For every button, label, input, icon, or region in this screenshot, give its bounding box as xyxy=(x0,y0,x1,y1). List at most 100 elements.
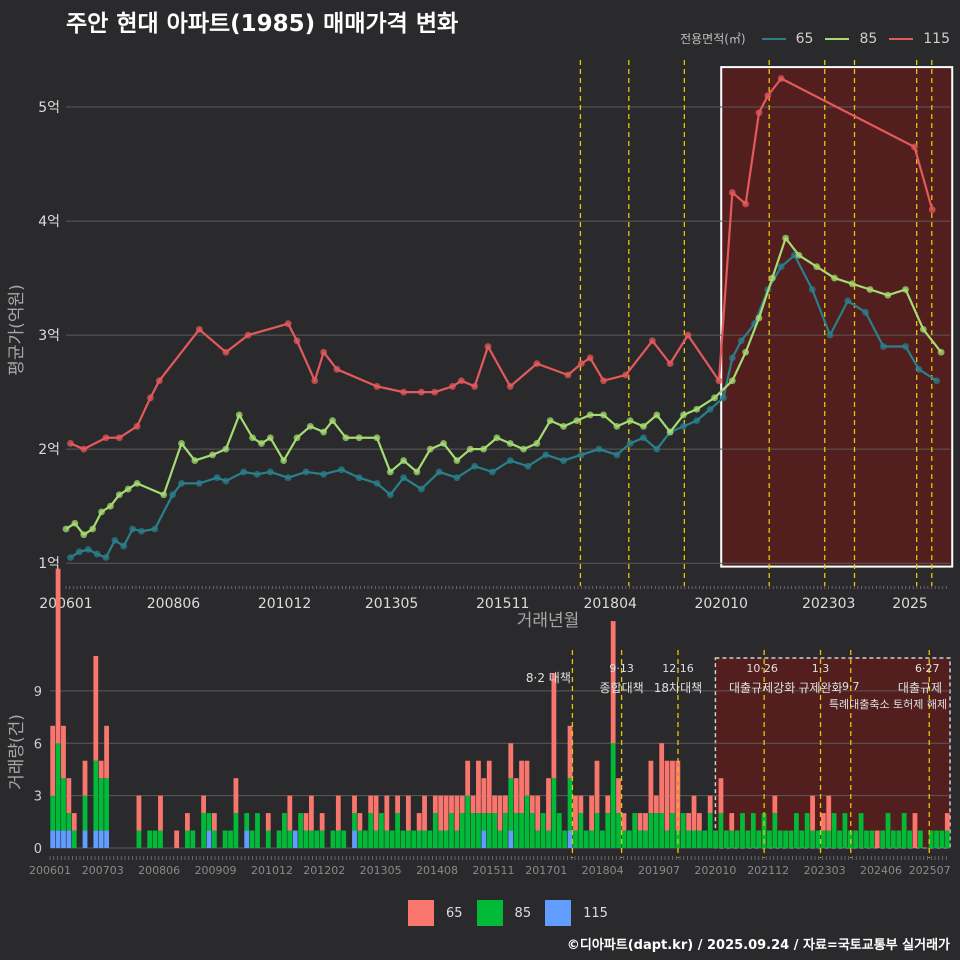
volume-x-tick-label: 201012 xyxy=(251,864,293,877)
bar-85 xyxy=(707,813,713,848)
bar-85 xyxy=(901,813,907,848)
bar-85 xyxy=(907,830,912,848)
bar-85 xyxy=(486,813,492,848)
volume-legend-85: 85 xyxy=(476,900,531,926)
x-tick-label: 201305 xyxy=(365,596,418,612)
bar-65 xyxy=(459,795,465,814)
bar-115 xyxy=(567,830,573,848)
bar-85 xyxy=(233,813,239,848)
bar-85 xyxy=(470,813,476,848)
annotation-date: 12·16 xyxy=(662,662,694,675)
bar-85 xyxy=(308,830,314,848)
bar-65 xyxy=(174,830,180,848)
bar-65 xyxy=(98,760,104,779)
bar-85 xyxy=(740,813,745,848)
bar-85 xyxy=(524,795,530,848)
bar-65 xyxy=(610,621,616,744)
bar-85 xyxy=(734,830,740,848)
bar-65 xyxy=(729,813,735,831)
bar-85 xyxy=(729,830,735,848)
volume-x-tick-label: 200909 xyxy=(195,864,237,877)
bar-65 xyxy=(502,795,508,814)
bar-85 xyxy=(298,813,303,848)
bar-85 xyxy=(600,830,605,848)
bar-85 xyxy=(400,830,406,848)
bar-85 xyxy=(303,830,309,848)
y-tick-label: 4억 xyxy=(38,214,60,230)
bar-85 xyxy=(529,813,535,848)
bar-85 xyxy=(939,830,945,848)
bar-115 xyxy=(61,830,66,848)
bar-85 xyxy=(643,830,648,848)
bar-65 xyxy=(718,778,724,814)
bar-85 xyxy=(508,778,514,831)
bar-65 xyxy=(567,725,573,779)
bar-85 xyxy=(50,795,56,831)
bar-65 xyxy=(643,813,648,831)
y-tick-label: 5억 xyxy=(38,100,60,116)
volume-x-tick-label: 202507 xyxy=(909,864,951,877)
y-tick-label: 1억 xyxy=(38,556,60,572)
x-tick-label: 201511 xyxy=(476,596,529,612)
bar-85 xyxy=(632,813,638,848)
bar-65 xyxy=(874,830,880,848)
bar-85 xyxy=(55,743,61,831)
bar-85 xyxy=(616,813,621,848)
bar-85 xyxy=(287,830,293,848)
bar-85 xyxy=(459,813,465,848)
bar-65 xyxy=(61,725,66,779)
bar-85 xyxy=(449,813,454,848)
bar-85 xyxy=(422,830,427,848)
volume-chart: 0 3 6 9 200601 200703 200806 200909 201012 201202… xyxy=(7,568,951,877)
bar-65 xyxy=(465,760,471,796)
bar-65 xyxy=(454,795,460,831)
volume-legend-65: 65 xyxy=(408,900,463,926)
bar-85 xyxy=(335,830,341,848)
bar-85 xyxy=(66,813,72,831)
annotation-text: 대출규제 xyxy=(898,681,942,695)
series-115-line xyxy=(70,77,934,451)
bar-85 xyxy=(885,813,891,848)
annotation-text: 대출규제강화 xyxy=(729,681,795,695)
bar-65 xyxy=(492,795,498,814)
annotation-text: 특례대출축소 토허제 해제 xyxy=(829,697,947,711)
x-axis-label: 거래년월 xyxy=(517,611,580,631)
bar-65 xyxy=(71,813,77,831)
bar-85 xyxy=(583,830,589,848)
annotation-text: 종합대책 xyxy=(599,680,643,695)
bar-65 xyxy=(438,795,444,831)
bar-85 xyxy=(540,813,546,848)
bar-65 xyxy=(201,795,206,814)
legend-115-label: 115 xyxy=(923,30,950,47)
bar-85 xyxy=(917,830,923,848)
bar-85 xyxy=(432,813,438,848)
bar-85 xyxy=(190,830,196,848)
bar-85 xyxy=(767,830,772,848)
bar-115 xyxy=(50,830,56,848)
bar-85 xyxy=(697,830,702,848)
bar-65 xyxy=(476,760,481,814)
bar-85 xyxy=(519,813,524,848)
bar-65 xyxy=(373,795,379,831)
volume-x-tick-label: 200703 xyxy=(82,864,124,877)
bar-85 xyxy=(745,830,751,848)
bar-85 xyxy=(686,830,692,848)
bar-65 xyxy=(589,795,595,831)
bar-85 xyxy=(314,830,320,848)
volume-y-tick-label: 0 xyxy=(34,842,42,857)
bar-115 xyxy=(244,830,250,848)
bar-65 xyxy=(211,813,217,831)
bar-85 xyxy=(820,830,826,848)
bar-65 xyxy=(357,813,363,831)
bar-85 xyxy=(362,830,368,848)
volume-y-axis-label: 거래량(건) xyxy=(7,714,27,790)
bar-85 xyxy=(282,813,287,848)
price-chart: 1억 2억 3억 4억 5억 200601 200806 201012 201305 201511… xyxy=(7,60,954,631)
volume-legend: 65 85 115 xyxy=(408,900,622,926)
bar-85 xyxy=(799,830,805,848)
bar-65 xyxy=(265,813,271,831)
bar-85 xyxy=(826,830,832,848)
bar-85 xyxy=(454,830,460,848)
bar-85 xyxy=(147,830,153,848)
bar-85 xyxy=(934,830,939,848)
